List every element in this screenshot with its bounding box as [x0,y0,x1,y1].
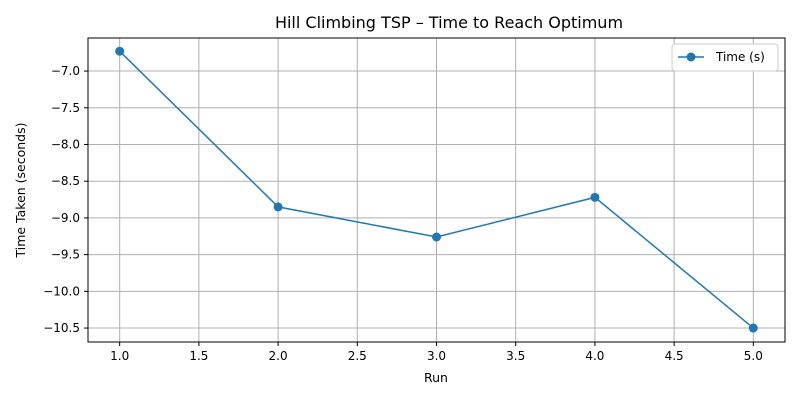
y-tick-label: −10.0 [43,284,80,298]
y-tick-label: −7.0 [51,64,80,78]
y-tick-label: −9.0 [51,211,80,225]
data-point [748,323,758,333]
legend: Time (s) [671,43,779,72]
x-tick-label: 4.5 [665,349,684,363]
x-axis-ticks: 1.0 1.5 2.0 2.5 3.0 3.5 4.0 4.5 5.0 [110,342,763,363]
data-point [432,232,441,242]
y-tick-label: −8.5 [51,174,80,188]
x-tick-label: 2.5 [348,349,367,363]
y-tick-label: −8.0 [51,137,80,151]
data-point [590,192,600,202]
y-axis-ticks: −7.0 −7.5 −8.0 −8.5 −9.0 −9.5 −10.0 −10.5 [43,64,88,335]
y-tick-label: −9.5 [51,248,80,262]
x-axis-label: Run [424,370,448,385]
x-tick-label: 1.5 [189,349,208,363]
grid [88,38,785,342]
data-point [273,202,283,212]
x-tick-label: 5.0 [744,349,763,363]
x-tick-label: 3.0 [427,349,446,363]
y-axis-label: Time Taken (seconds) [13,122,28,258]
legend-label: Time (s) [715,50,765,64]
x-tick-label: 2.0 [269,349,288,363]
y-tick-label: −10.5 [43,321,80,335]
legend-marker-swatch [686,52,696,62]
data-point [115,46,125,56]
series-layer [115,46,758,333]
chart-title: Hill Climbing TSP – Time to Reach Optimu… [275,13,623,32]
y-tick-label: −7.5 [51,101,80,115]
x-tick-label: 3.5 [506,349,525,363]
legend-box [671,43,779,72]
x-tick-label: 1.0 [110,349,129,363]
x-tick-label: 4.0 [585,349,604,363]
